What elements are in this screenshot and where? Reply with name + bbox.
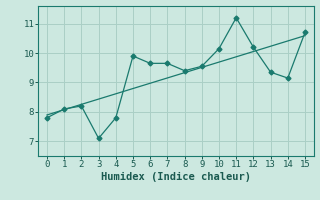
X-axis label: Humidex (Indice chaleur): Humidex (Indice chaleur) [101,172,251,182]
